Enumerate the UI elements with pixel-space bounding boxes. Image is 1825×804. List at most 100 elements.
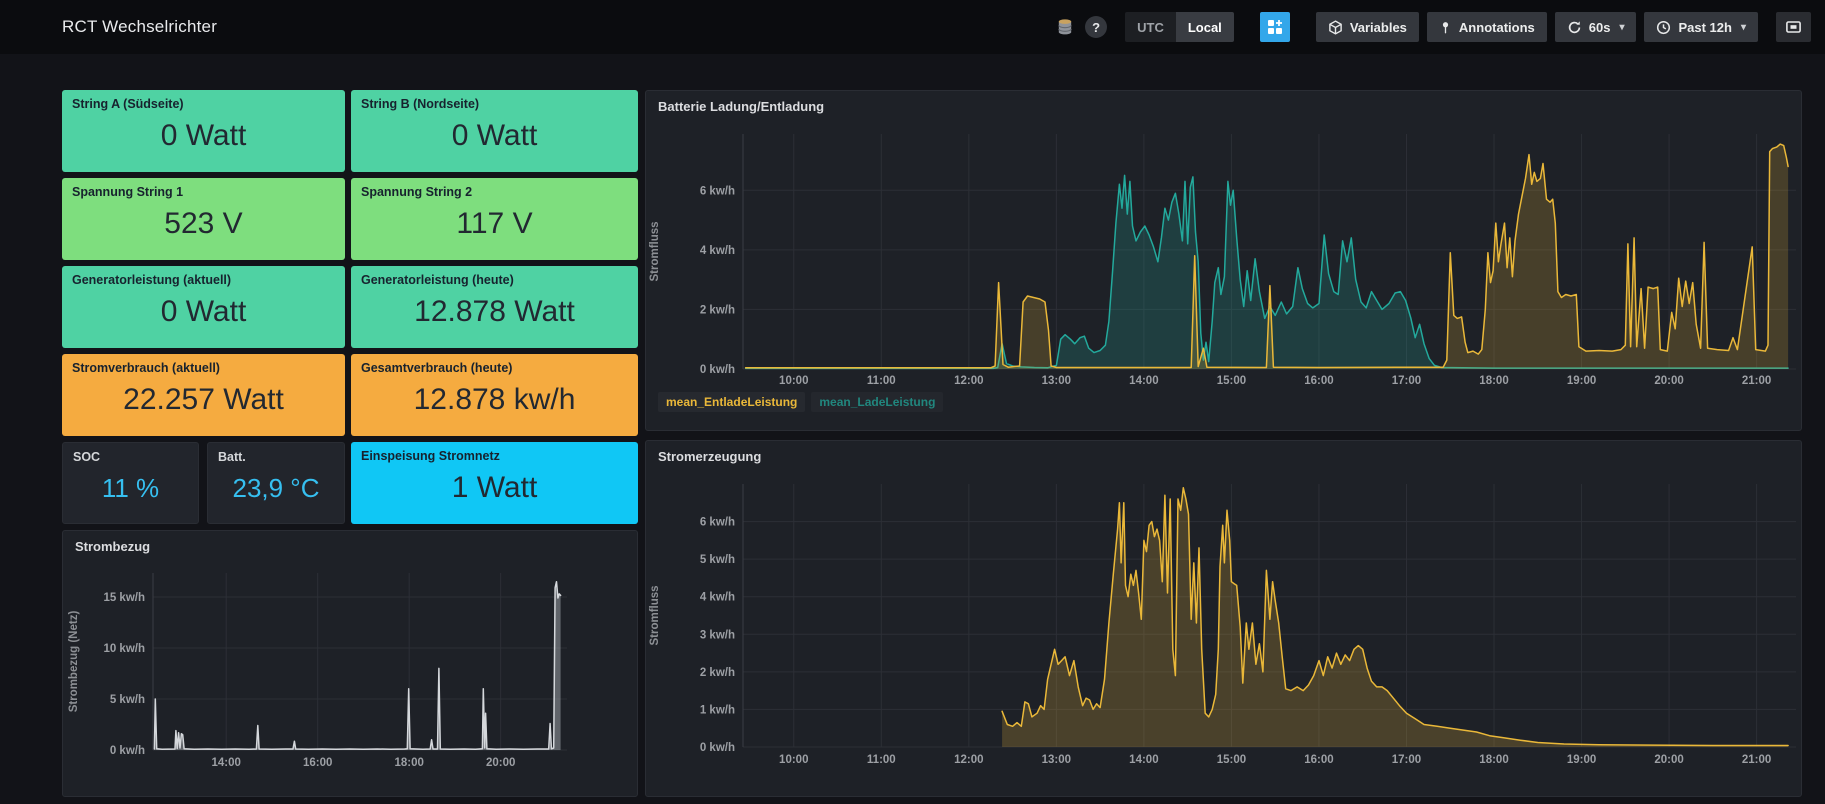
panel-title[interactable]: Stromerzeugung [658, 449, 761, 464]
svg-text:20:00: 20:00 [486, 757, 515, 769]
add-panel-button[interactable] [1260, 12, 1290, 42]
svg-text:19:00: 19:00 [1567, 375, 1596, 387]
stat-einspeisung[interactable]: Einspeisung Stromnetz 1 Watt [351, 442, 638, 524]
svg-text:16:00: 16:00 [303, 757, 332, 769]
stat-value: 523 V [72, 195, 335, 253]
stat-generator-aktuell[interactable]: Generatorleistung (aktuell) 0 Watt [62, 266, 345, 348]
svg-text:Strombezug (Netz): Strombezug (Netz) [68, 611, 80, 713]
dashboard-title[interactable]: RCT Wechselrichter [62, 17, 217, 37]
topbar-controls: ? UTC Local Variables [1053, 12, 1811, 42]
svg-text:4 kw/h: 4 kw/h [700, 245, 735, 257]
kiosk-button[interactable] [1776, 12, 1811, 42]
stat-value: 0 Watt [72, 283, 335, 341]
svg-text:6 kw/h: 6 kw/h [700, 185, 735, 197]
chevron-down-icon: ▾ [1741, 22, 1746, 33]
svg-text:18:00: 18:00 [1479, 754, 1508, 766]
svg-text:13:00: 13:00 [1042, 375, 1071, 387]
stat-string-b[interactable]: String B (Nordseite) 0 Watt [351, 90, 638, 172]
stat-value: 11 % [73, 460, 188, 516]
svg-text:2 kw/h: 2 kw/h [700, 304, 735, 316]
datasource-icon[interactable] [1053, 15, 1077, 39]
clock-icon [1656, 20, 1671, 35]
topbar: RCT Wechselrichter ? UTC Local [0, 0, 1825, 54]
svg-text:11:00: 11:00 [867, 375, 896, 387]
timezone-local-button[interactable]: Local [1176, 12, 1234, 42]
panel-stromerzeugung: Stromerzeugung 10:0011:0012:0013:0014:00… [645, 440, 1802, 797]
variables-button[interactable]: Variables [1316, 12, 1419, 42]
stat-value: 0 Watt [72, 107, 335, 165]
svg-text:10 kw/h: 10 kw/h [103, 643, 145, 655]
refresh-button[interactable]: 60s ▾ [1555, 12, 1637, 42]
stromerzeugung-chart[interactable]: 10:0011:0012:0013:0014:0015:0016:0017:00… [646, 441, 1803, 798]
stat-value: 12.878 Watt [361, 283, 628, 341]
stat-soc[interactable]: SOC 11 % [62, 442, 199, 524]
svg-text:13:00: 13:00 [1042, 754, 1071, 766]
svg-text:17:00: 17:00 [1392, 754, 1421, 766]
panel-strombezug: Strombezug 14:00 16:00 18:00 20:00 0 kw/h 5 k… [62, 530, 638, 797]
panel-title[interactable]: Batterie Ladung/Entladung [658, 99, 824, 114]
svg-text:6 kw/h: 6 kw/h [700, 517, 735, 529]
svg-text:14:00: 14:00 [211, 757, 240, 769]
stat-string-a[interactable]: String A (Südseite) 0 Watt [62, 90, 345, 172]
time-range-button[interactable]: Past 12h ▾ [1644, 12, 1758, 42]
stat-value: 22.257 Watt [72, 371, 335, 429]
svg-text:15 kw/h: 15 kw/h [103, 592, 145, 604]
stat-batt-temp[interactable]: Batt. 23,9 °C [207, 442, 345, 524]
svg-text:19:00: 19:00 [1567, 754, 1596, 766]
strombezug-chart[interactable]: 14:00 16:00 18:00 20:00 0 kw/h 5 kw/h 10 kw/h 1… [63, 531, 639, 798]
chevron-down-icon: ▾ [1619, 22, 1624, 33]
svg-text:18:00: 18:00 [394, 757, 423, 769]
svg-text:0 kw/h: 0 kw/h [110, 745, 145, 757]
svg-text:14:00: 14:00 [1129, 375, 1158, 387]
svg-text:3 kw/h: 3 kw/h [700, 629, 735, 641]
annotations-label: Annotations [1459, 20, 1535, 35]
kiosk-tv-icon [1785, 19, 1802, 35]
variables-label: Variables [1350, 20, 1407, 35]
svg-text:20:00: 20:00 [1654, 375, 1683, 387]
svg-text:20:00: 20:00 [1654, 754, 1683, 766]
refresh-interval-label: 60s [1589, 20, 1611, 35]
svg-text:2 kw/h: 2 kw/h [700, 667, 735, 679]
stat-value: 1 Watt [361, 459, 628, 517]
timezone-toggle: UTC Local [1125, 12, 1234, 42]
svg-text:4 kw/h: 4 kw/h [700, 592, 735, 604]
help-icon[interactable]: ? [1085, 16, 1107, 38]
stat-verbrauch-aktuell[interactable]: Stromverbrauch (aktuell) 22.257 Watt [62, 354, 345, 436]
svg-text:12:00: 12:00 [954, 754, 983, 766]
stat-value: 12.878 kw/h [361, 371, 628, 429]
svg-text:10:00: 10:00 [779, 375, 808, 387]
stat-spannung-2[interactable]: Spannung String 2 117 V [351, 178, 638, 260]
batterie-chart[interactable]: 10:0011:0012:0013:0014:0015:0016:0017:00… [646, 91, 1803, 432]
grafana-dashboard: RCT Wechselrichter ? UTC Local [0, 0, 1825, 804]
stat-spannung-1[interactable]: Spannung String 1 523 V [62, 178, 345, 260]
stat-verbrauch-heute[interactable]: Gesamtverbrauch (heute) 12.878 kw/h [351, 354, 638, 436]
legend-item-mean_EntladeLeistung[interactable]: mean_EntladeLeistung [658, 392, 805, 412]
svg-text:21:00: 21:00 [1742, 754, 1771, 766]
panel-batterie: Batterie Ladung/Entladung 10:00 11:00 12:0… [645, 90, 1802, 431]
svg-text:17:00: 17:00 [1392, 375, 1421, 387]
svg-text:5 kw/h: 5 kw/h [700, 554, 735, 566]
svg-text:1 kw/h: 1 kw/h [700, 704, 735, 716]
refresh-icon [1567, 20, 1582, 35]
svg-text:5 kw/h: 5 kw/h [110, 694, 145, 706]
svg-text:16:00: 16:00 [1304, 754, 1333, 766]
time-range-label: Past 12h [1678, 20, 1731, 35]
svg-text:10:00: 10:00 [779, 754, 808, 766]
pin-icon [1439, 20, 1452, 35]
timezone-utc-button[interactable]: UTC [1125, 12, 1176, 42]
svg-text:15:00: 15:00 [1217, 754, 1246, 766]
svg-text:Stromfluss: Stromfluss [649, 221, 661, 281]
legend-item-mean_LadeLeistung[interactable]: mean_LadeLeistung [811, 392, 943, 412]
panel-title[interactable]: Strombezug [75, 539, 150, 554]
stat-value: 117 V [361, 195, 628, 253]
svg-text:Stromfluss: Stromfluss [649, 585, 661, 645]
svg-text:11:00: 11:00 [867, 754, 896, 766]
stat-generator-heute[interactable]: Generatorleistung (heute) 12.878 Watt [351, 266, 638, 348]
add-panel-icon [1267, 19, 1283, 35]
svg-text:15:00: 15:00 [1217, 375, 1246, 387]
annotations-button[interactable]: Annotations [1427, 12, 1547, 42]
svg-text:0 kw/h: 0 kw/h [700, 364, 735, 376]
cube-icon [1328, 20, 1343, 35]
svg-text:12:00: 12:00 [954, 375, 983, 387]
chart-legend: mean_EntladeLeistung mean_LadeLeistung [658, 392, 943, 412]
